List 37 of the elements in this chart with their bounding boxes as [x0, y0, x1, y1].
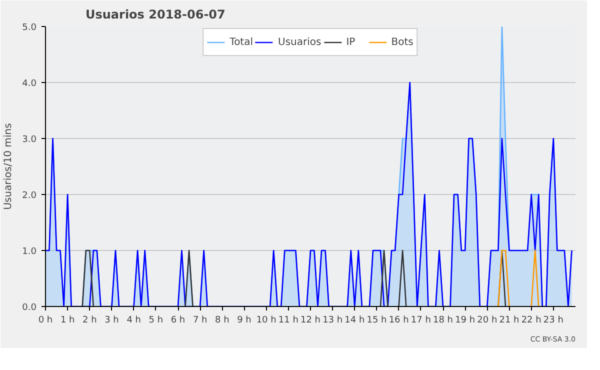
line-series [46, 82, 572, 306]
y-tick-label: 5.0 [22, 23, 37, 33]
x-tick-label: 5 h [148, 316, 164, 326]
legend-label: Total [230, 36, 254, 48]
legend-label: Usuarios [278, 36, 322, 48]
x-tick-label: 6 h [170, 316, 186, 326]
x-tick-label: 18 h [432, 316, 454, 326]
x-tick-label: 9 h [237, 316, 252, 326]
x-tick-label: 3 h [104, 316, 119, 326]
x-tick-label: 23 h [543, 316, 564, 326]
y-tick-label: 0.0 [22, 303, 37, 313]
x-tick-label: 11 h [278, 316, 298, 326]
x-tick-label: 19 h [455, 316, 476, 326]
x-tick-label: 12 h [300, 316, 321, 326]
y-tick-label: 2.0 [22, 191, 37, 201]
x-tick-label: 22 h [521, 316, 542, 326]
x-tick-label: 15 h [366, 316, 387, 326]
x-tick-label: 8 h [215, 316, 230, 326]
y-tick-label: 3.0 [22, 135, 37, 145]
x-tick-label: 4 h [126, 316, 141, 326]
x-tick-label: 1 h [60, 316, 75, 326]
y-axis-title: Usuarios/10 mins [3, 123, 14, 210]
x-tick-label: 0 h [38, 316, 53, 326]
x-tick-label: 17 h [410, 316, 431, 326]
x-tick-label: 21 h [499, 316, 520, 326]
x-tick-label: 7 h [192, 316, 208, 326]
x-tick-label: 2 h [82, 316, 97, 326]
x-tick-label: 13 h [322, 316, 343, 326]
y-tick-label: 1.0 [22, 247, 37, 257]
legend-label: Bots [391, 36, 414, 48]
x-tick-label: 16 h [388, 316, 409, 326]
y-tick-label: 4.0 [22, 79, 37, 89]
chart-title: Usuarios 2018-06-07 [86, 8, 226, 22]
x-tick-label: 10 h [256, 316, 276, 326]
legend-label: IP [346, 36, 356, 48]
x-tick-label: 14 h [344, 316, 365, 326]
x-tick-label: 20 h [477, 316, 498, 326]
